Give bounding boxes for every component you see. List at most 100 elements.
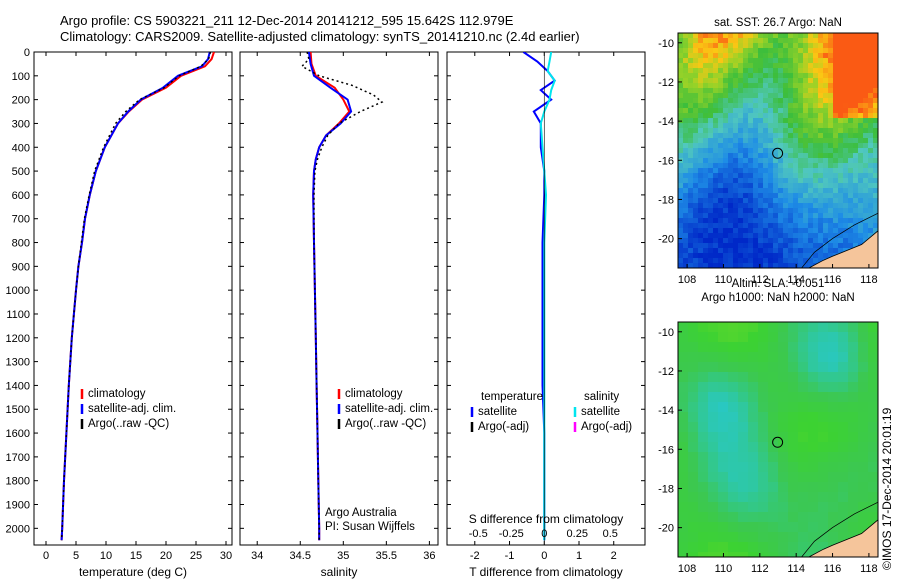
map-cell [723, 233, 729, 239]
map-cell [693, 218, 699, 224]
map-cell [823, 138, 829, 144]
map-cell [728, 213, 734, 219]
map-cell [853, 48, 859, 54]
map-cell [823, 113, 829, 119]
map-cell [828, 402, 839, 413]
map-cell [773, 223, 779, 229]
map-cell [793, 63, 799, 69]
map-cell [688, 183, 694, 189]
map-cell [833, 248, 839, 254]
map-cell [743, 53, 749, 59]
map-cell [808, 502, 819, 513]
y-tick-label: -10 [658, 38, 674, 50]
map-cell [733, 58, 739, 64]
y-tick-label: -18 [658, 194, 674, 206]
map-cell [698, 98, 704, 104]
map-cell [823, 218, 829, 224]
map-cell [718, 263, 724, 268]
map-cell [713, 63, 719, 69]
map-cell [768, 33, 774, 39]
map-cell [798, 462, 809, 473]
map-cell [838, 213, 844, 219]
x-tick-label: 114 [787, 274, 805, 286]
map-cell [683, 73, 689, 79]
map-cell [838, 392, 849, 403]
map-cell [688, 138, 694, 144]
map-cell [848, 173, 854, 179]
map-cell [768, 512, 779, 523]
map-cell [813, 148, 819, 154]
map-cell [808, 322, 819, 333]
map-cell [708, 208, 714, 214]
map-cell [838, 492, 849, 503]
map-cell [788, 158, 794, 164]
map-cell [768, 188, 774, 194]
map-cell [808, 103, 814, 109]
map-cell [768, 153, 774, 159]
map-cell [818, 88, 824, 94]
map-cell [818, 253, 824, 259]
title-line-1: Argo profile: CS 5903221_211 12-Dec-2014… [60, 13, 514, 28]
map-cell [698, 253, 704, 259]
map-cell [713, 68, 719, 74]
map-cell [738, 382, 749, 393]
map-cell [698, 93, 704, 99]
map-cell [808, 228, 814, 234]
map-cell [863, 203, 869, 209]
map-cell [718, 532, 729, 543]
map-cell [808, 198, 814, 204]
map-cell [848, 322, 859, 333]
map-cell [688, 168, 694, 174]
map-cell [768, 123, 774, 129]
map-cell [738, 352, 749, 363]
map-cell [743, 208, 749, 214]
map-cell [838, 73, 844, 79]
map-cell [698, 552, 709, 557]
y-tick-label: 100 [12, 71, 30, 83]
map-cell [683, 123, 689, 129]
map-cell [788, 163, 794, 169]
map-cell [818, 73, 824, 79]
map-cell [743, 103, 749, 109]
map-cell [728, 153, 734, 159]
map-cell [723, 228, 729, 234]
map-cell [688, 482, 699, 493]
map-cell [843, 148, 849, 154]
map-cell [768, 422, 779, 433]
map-cell [843, 63, 849, 69]
map-cell [778, 382, 789, 393]
map-cell [703, 168, 709, 174]
map-cell [773, 148, 779, 154]
map-cell [758, 213, 764, 219]
map-cell [798, 372, 809, 383]
map-cell [873, 128, 878, 134]
map-cell [863, 93, 869, 99]
map-cell [858, 148, 864, 154]
map-cell [808, 422, 819, 433]
map-cell [788, 382, 799, 393]
map-cell [708, 38, 714, 44]
map-cell [738, 43, 744, 49]
map-cell [743, 88, 749, 94]
map-cell [758, 103, 764, 109]
map-cell [728, 322, 739, 333]
map-cell [738, 213, 744, 219]
y-tick-label: 1100 [6, 309, 30, 321]
profile-panel-1: 0 5 10 15 20 25 300100200300400500600700800900… [6, 47, 233, 579]
map-cell [858, 462, 869, 473]
map-cell [853, 178, 859, 184]
map-cell [778, 48, 784, 54]
map-cell [803, 183, 809, 189]
map-cell [768, 432, 779, 443]
map-cell [798, 98, 804, 104]
map-cell [748, 422, 759, 433]
map-cell [683, 63, 689, 69]
map-cell [848, 432, 859, 443]
map-cell [778, 502, 789, 513]
map-cell [718, 168, 724, 174]
map-cell [763, 133, 769, 139]
map-cell [693, 113, 699, 119]
map-cell [833, 33, 839, 39]
y-tick-label: 300 [12, 118, 30, 130]
map-cell [813, 153, 819, 159]
